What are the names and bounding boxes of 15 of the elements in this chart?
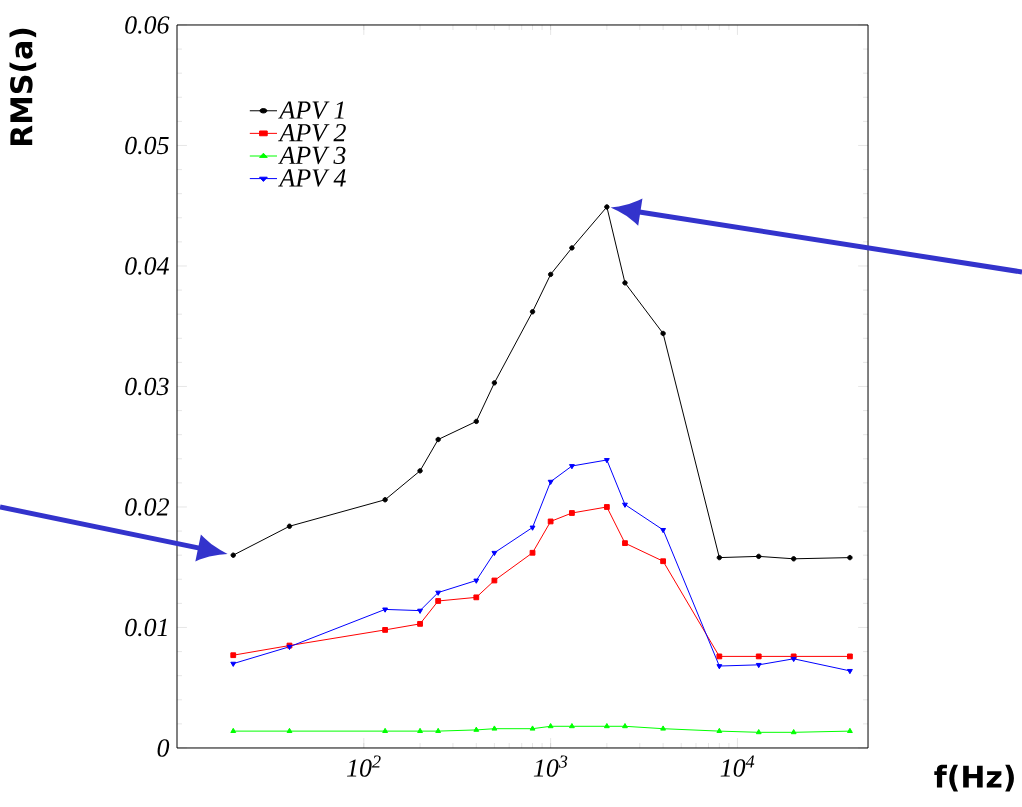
y-tick-label: 0.03 xyxy=(125,377,169,396)
y-tick-label: 0.06 xyxy=(125,16,170,34)
x-tick-label: 10$^{3}$ xyxy=(533,755,568,777)
x-tick-label: 10$^{4}$ xyxy=(720,755,755,777)
y-tick-label: 0.01 xyxy=(125,618,167,637)
legend-label: APV 2 xyxy=(278,124,346,142)
x-tick-label: 10$^{2}$ xyxy=(347,755,381,777)
x-axis-title: f(Hz) xyxy=(934,764,1014,792)
y-tick-label: 0 xyxy=(157,739,170,757)
y-axis-title: RMS(a) xyxy=(9,28,37,146)
legend-label: APV 1 xyxy=(278,101,344,119)
y-tick-label: 0.04 xyxy=(125,257,169,275)
y-tick-label: 0.05 xyxy=(125,136,169,155)
legend-label: APV 3 xyxy=(278,146,346,165)
legend-label: APV 4 xyxy=(278,169,346,187)
